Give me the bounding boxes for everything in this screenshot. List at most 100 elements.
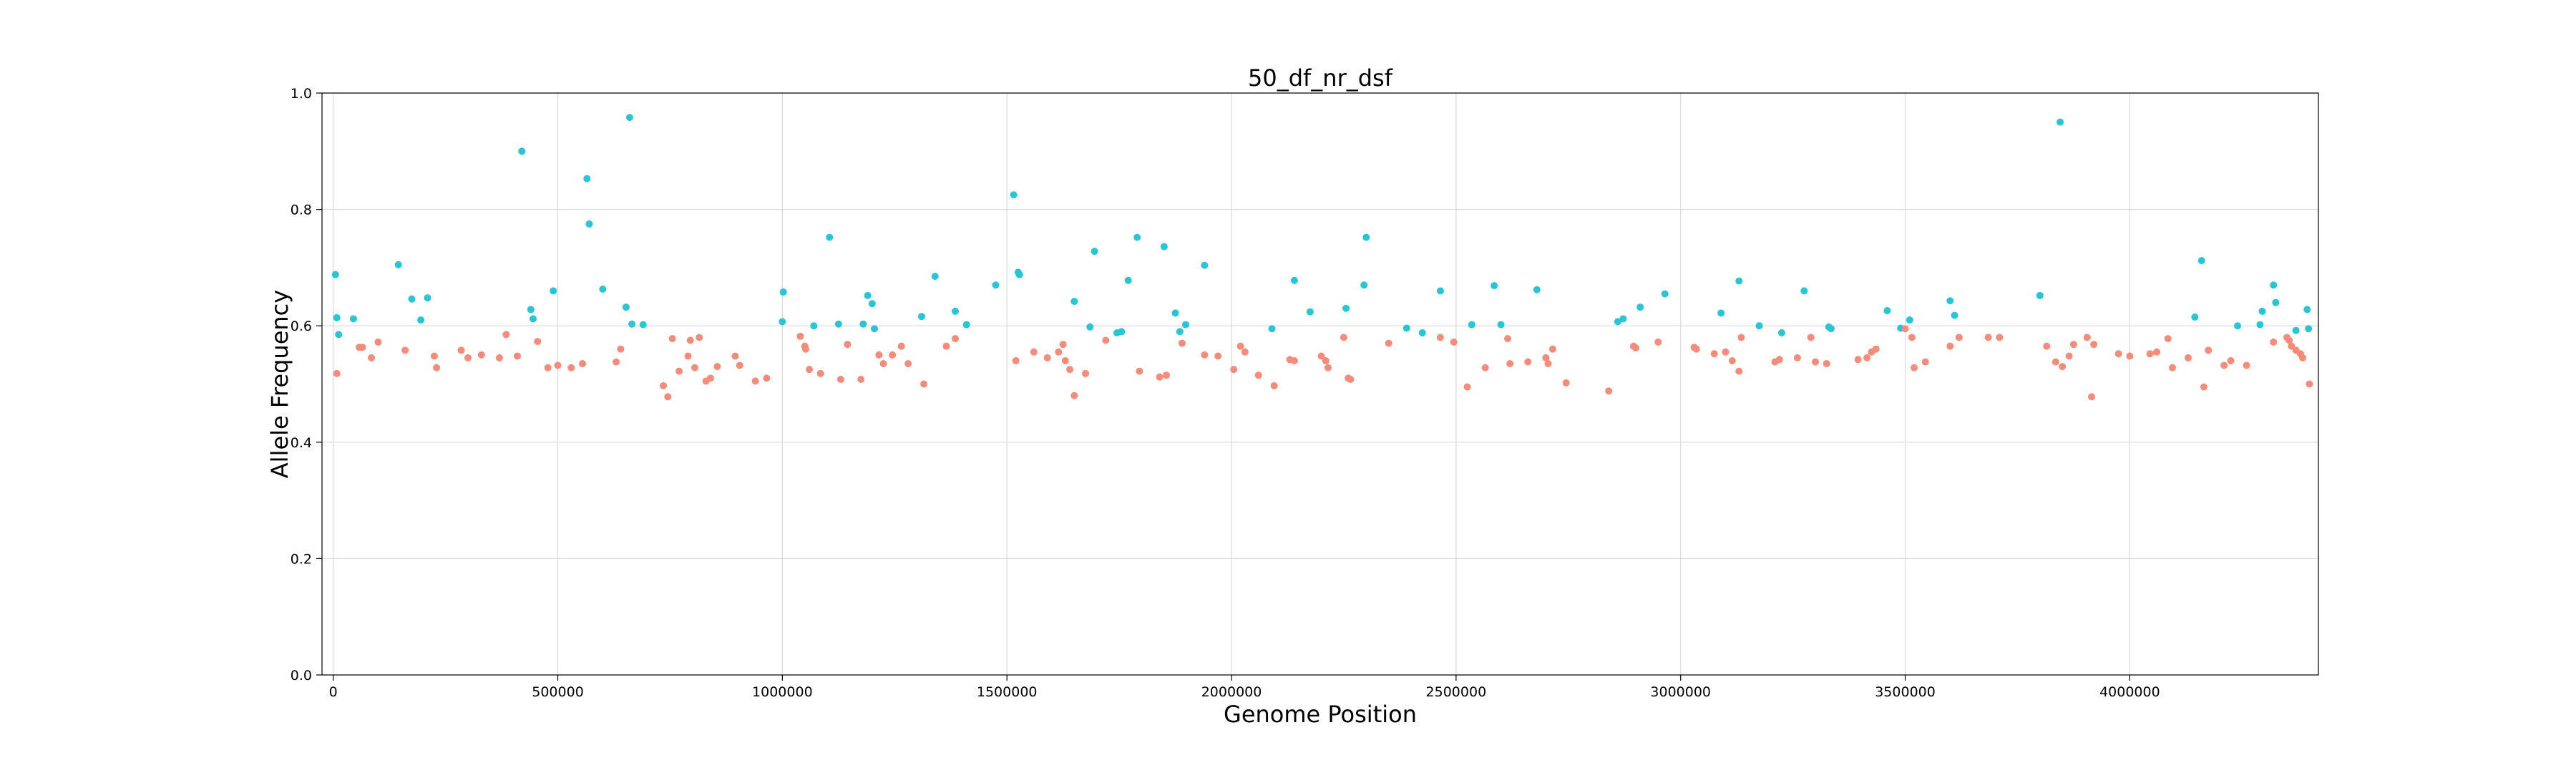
data-point-high bbox=[868, 300, 876, 308]
data-point-high bbox=[1491, 282, 1498, 290]
data-point-low bbox=[1030, 348, 1038, 356]
data-point-low bbox=[942, 342, 950, 350]
data-point-low bbox=[1863, 354, 1871, 361]
data-point-low bbox=[1548, 345, 1556, 353]
data-point-low bbox=[675, 367, 683, 375]
data-point-low bbox=[1340, 334, 1347, 341]
data-point-high bbox=[417, 316, 425, 324]
data-point-low bbox=[1156, 373, 1163, 381]
axis-ticks: 0.0 0.2 0.4 0.6 0.8 1.0 0 500000 1000000 1500000 2… bbox=[291, 86, 2160, 700]
data-point-low bbox=[1504, 335, 1512, 343]
data-point-low bbox=[664, 393, 672, 401]
data-point-low bbox=[875, 351, 883, 359]
data-point-high bbox=[1171, 309, 1179, 317]
data-point-low bbox=[430, 352, 438, 360]
data-point-high bbox=[1086, 323, 1094, 331]
data-point-high bbox=[1661, 290, 1669, 298]
data-point-low bbox=[1524, 358, 1532, 366]
data-point-high bbox=[1176, 328, 1184, 336]
data-point-high bbox=[1182, 321, 1190, 329]
data-point-low bbox=[713, 363, 721, 371]
data-point-high bbox=[1800, 287, 1808, 295]
y-axis-label: Allele Frequency bbox=[266, 290, 293, 478]
x-axis-label: Genome Position bbox=[1224, 701, 1417, 728]
data-point-high bbox=[1160, 243, 1168, 251]
data-point-low bbox=[952, 335, 960, 343]
data-point-high bbox=[2272, 298, 2280, 306]
data-point-low bbox=[1807, 334, 1815, 341]
data-point-high bbox=[394, 261, 402, 268]
data-point-high bbox=[625, 114, 633, 122]
data-point-low bbox=[433, 364, 441, 371]
data-point-low bbox=[1322, 356, 1330, 364]
data-point-high bbox=[1268, 325, 1276, 333]
data-point-low bbox=[1793, 354, 1801, 361]
data-point-low bbox=[802, 345, 810, 353]
data-point-low bbox=[1654, 338, 1662, 346]
data-point-high bbox=[1946, 297, 1954, 305]
data-point-high bbox=[2197, 257, 2205, 265]
data-point-low bbox=[1055, 348, 1063, 356]
data-point-low bbox=[457, 346, 465, 354]
data-point-low bbox=[1347, 375, 1355, 383]
data-point-high bbox=[2057, 118, 2064, 126]
data-point-low bbox=[401, 346, 409, 354]
data-point-low bbox=[1254, 371, 1262, 379]
data-point-low bbox=[1562, 379, 1570, 386]
data-point-high bbox=[1362, 233, 1370, 241]
data-point-low bbox=[1921, 358, 1929, 366]
data-point-high bbox=[952, 307, 960, 315]
data-point-low bbox=[1692, 345, 1700, 353]
data-point-low bbox=[836, 375, 844, 383]
data-point-high bbox=[628, 320, 636, 328]
data-point-low bbox=[1450, 338, 1458, 346]
data-point-low bbox=[2051, 358, 2059, 366]
data-point-high bbox=[622, 303, 630, 311]
data-point-low bbox=[2153, 348, 2161, 356]
data-point-high bbox=[1010, 191, 1018, 199]
data-point-high bbox=[962, 321, 970, 329]
data-point-low bbox=[495, 354, 503, 361]
data-point-high bbox=[639, 321, 647, 329]
data-point-high bbox=[931, 273, 939, 281]
data-point-low bbox=[684, 352, 692, 360]
data-point-low bbox=[1317, 352, 1325, 360]
x-tick-label: 3500000 bbox=[1875, 684, 1936, 700]
data-point-low bbox=[1911, 364, 1918, 371]
data-point-high bbox=[2292, 326, 2300, 334]
data-point-high bbox=[1201, 261, 1209, 269]
plot-frame bbox=[321, 92, 2319, 676]
data-point-high bbox=[1342, 304, 1350, 312]
data-point-low bbox=[1436, 334, 1444, 341]
data-point-high bbox=[1468, 321, 1475, 329]
data-point-high bbox=[1951, 311, 1958, 319]
data-point-high bbox=[2256, 321, 2264, 329]
data-point-low bbox=[2088, 393, 2096, 401]
data-point-low bbox=[1710, 350, 1718, 358]
data-point-high bbox=[779, 318, 786, 326]
y-tick-label: 0.6 bbox=[291, 319, 312, 334]
data-point-low bbox=[1955, 334, 1963, 341]
x-tick-label: 3000000 bbox=[1650, 684, 1711, 700]
data-point-high bbox=[2258, 307, 2266, 315]
data-point-low bbox=[1872, 345, 1880, 353]
data-point-high bbox=[2303, 306, 2311, 313]
data-point-low bbox=[2227, 356, 2235, 364]
data-point-high bbox=[834, 320, 842, 328]
y-tick-label: 1.0 bbox=[291, 86, 312, 102]
data-point-low bbox=[920, 380, 928, 388]
data-point-low bbox=[534, 338, 542, 346]
data-point-low bbox=[1544, 360, 1552, 368]
x-tick-label: 1500000 bbox=[977, 684, 1038, 700]
x-tick-label: 0 bbox=[329, 684, 338, 700]
data-point-low bbox=[1163, 371, 1171, 379]
data-point-low bbox=[1236, 342, 1244, 350]
data-point-low bbox=[806, 366, 814, 374]
data-point-high bbox=[810, 322, 818, 330]
data-point-high bbox=[859, 320, 867, 328]
data-points bbox=[331, 114, 2313, 401]
data-point-high bbox=[864, 291, 872, 299]
data-point-low bbox=[464, 354, 472, 361]
y-tick-label: 0.8 bbox=[291, 203, 312, 218]
